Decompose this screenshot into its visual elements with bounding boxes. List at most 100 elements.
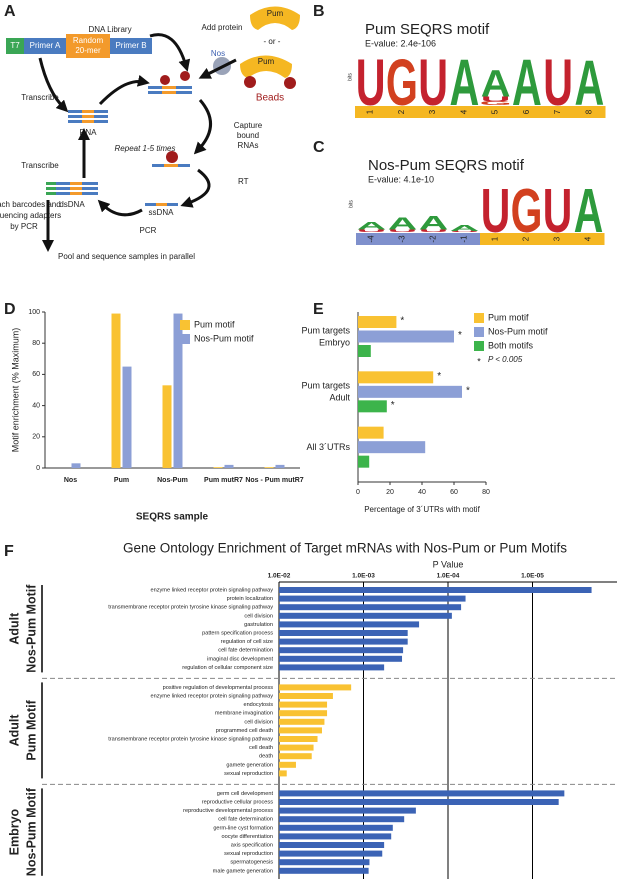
position-bar — [542, 233, 574, 245]
panel-letter: F — [4, 543, 14, 560]
bar — [264, 467, 274, 468]
x-tick-label: 1.0E-02 — [268, 573, 291, 580]
bar — [358, 345, 371, 357]
position-label: 2 — [522, 236, 531, 241]
position-bar — [355, 106, 387, 118]
logo-ylabel: bits — [348, 200, 354, 208]
transcribe-label: Transcribe — [21, 93, 59, 102]
category-label: sexual reproduction — [224, 771, 273, 777]
category-label: cell division — [244, 719, 273, 725]
pool-label: Pool and sequence samples in parallel — [58, 252, 195, 261]
category-label: enzyme linked receptor protein signaling… — [150, 693, 273, 699]
logo-letter: A — [450, 224, 480, 233]
category-label: regulation of cell size — [221, 639, 273, 645]
bar — [279, 638, 408, 645]
primer-b-label: Primer B — [115, 41, 146, 50]
position-label: -2 — [429, 235, 438, 243]
position-bar — [573, 233, 605, 245]
bar — [279, 761, 296, 768]
category-label: transmembrane receptor protein tyrosine … — [108, 736, 273, 742]
position-bar — [449, 233, 481, 245]
position-bar — [356, 233, 388, 245]
logo-letter: G — [511, 176, 543, 246]
repeat-label: Repeat 1-5 times — [115, 144, 176, 153]
logo-letter: A — [481, 63, 511, 105]
arrow — [149, 33, 191, 72]
group-label: Embryo — [7, 808, 21, 855]
library-label: DNA Library — [88, 25, 131, 34]
x-tick-label: 0 — [356, 489, 360, 496]
logo-letter: U — [418, 45, 448, 119]
x-tick-label: 20 — [386, 489, 394, 496]
category-label: pattern specification process — [202, 630, 273, 636]
bar — [279, 718, 325, 725]
attach-label: by PCR — [10, 222, 38, 231]
position-label: 5 — [491, 109, 500, 114]
bar — [279, 744, 314, 751]
panel-letter: A — [4, 3, 16, 20]
bar — [279, 655, 403, 662]
legend-label: Pum motif — [488, 312, 529, 322]
position-bar — [573, 106, 606, 118]
category-label: germ cell development — [217, 791, 274, 797]
position-label: 1 — [366, 109, 375, 114]
bar — [279, 816, 405, 823]
bar — [279, 799, 559, 805]
bar — [279, 684, 352, 691]
position-bar — [511, 233, 543, 245]
logo-letter: U — [450, 231, 480, 233]
capture-label: Capture — [234, 121, 263, 130]
y-tick-label: 60 — [32, 371, 40, 378]
bar — [122, 366, 132, 468]
arrow — [38, 57, 69, 113]
logo-title: Pum SEQRS motif — [365, 21, 490, 38]
logo-letter: U — [419, 229, 449, 233]
category-label: enzyme linked receptor protein signaling… — [150, 587, 273, 593]
category-label: regulation of cellular component size — [182, 665, 273, 671]
position-label: -1 — [460, 235, 469, 243]
logo-letter: U — [481, 95, 511, 103]
x-tick-label: 1.0E-03 — [352, 573, 375, 580]
category-label: cell death — [249, 745, 273, 751]
significance-mark: * — [437, 371, 441, 382]
logo-letter: A — [512, 45, 542, 119]
dsdna-label: dsDNA — [59, 200, 85, 209]
category-label: endocytosis — [243, 702, 273, 708]
y-tick-label: 100 — [28, 309, 40, 316]
legend-swatch — [180, 334, 190, 344]
legend-label: Pum motif — [194, 319, 235, 329]
bar — [213, 467, 223, 468]
rna-label: RNA — [80, 128, 98, 137]
y-tick-label: Pum targets — [301, 325, 350, 335]
x-tick-label: Pum mutR7 — [204, 477, 243, 484]
logo-evalue: E-value: 4.1e-10 — [368, 174, 434, 184]
panel-letter: C — [313, 139, 325, 156]
y-tick-label: 80 — [32, 340, 40, 347]
random-label: 20-mer — [75, 46, 101, 55]
panel-letter: B — [313, 3, 325, 20]
logo-letter: G — [386, 45, 418, 119]
transcribe-label: Transcribe — [21, 161, 59, 170]
complex — [148, 71, 192, 94]
arrow — [98, 74, 150, 106]
bar — [224, 464, 234, 468]
position-bar — [417, 106, 450, 118]
logo-letter: A — [357, 220, 387, 232]
panel-letter: E — [313, 301, 324, 318]
arrow — [198, 58, 237, 79]
logo-letter: A — [574, 176, 604, 246]
bar — [358, 371, 434, 384]
category-label: cell fate determination — [218, 648, 273, 654]
category-label: cell fate determination — [218, 817, 273, 823]
category-label: gastrulation — [244, 622, 273, 628]
position-bar — [480, 233, 512, 245]
bar — [279, 736, 318, 742]
bar — [358, 316, 397, 328]
category-label: spermatogenesis — [230, 860, 273, 866]
category-label: axis specification — [231, 842, 273, 848]
bar — [279, 807, 416, 814]
position-label: 1 — [491, 236, 500, 241]
x-tick-label: 40 — [418, 489, 426, 496]
bar — [279, 867, 369, 874]
position-label: 4 — [584, 236, 593, 241]
